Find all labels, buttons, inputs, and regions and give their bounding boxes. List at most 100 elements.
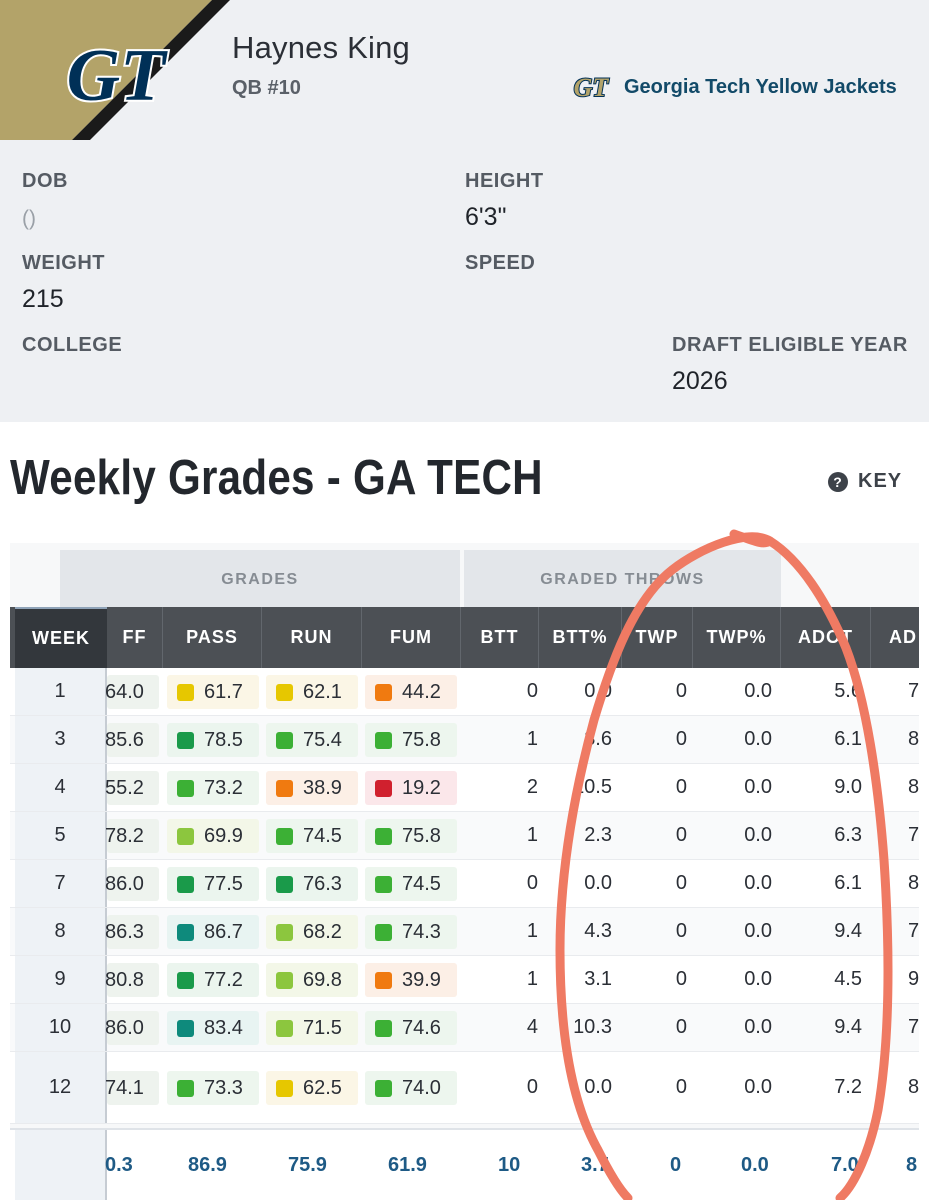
run-grade-value: 62.1: [303, 680, 342, 703]
btt-pct-cell: 3.6: [584, 728, 612, 750]
ad-cell: 8: [908, 776, 919, 798]
col-header-ad[interactable]: AD: [871, 607, 919, 668]
col-header-btt[interactable]: BTT: [461, 607, 539, 668]
fum-grade-cell: 74.3: [365, 915, 457, 949]
player-header: GT Haynes King QB #10 GT Georgia Tech Ye…: [0, 0, 929, 422]
help-circle-icon: ?: [828, 471, 848, 492]
twp-cell: 0: [675, 824, 687, 846]
run-grade-value: 76.3: [303, 872, 342, 895]
col-header-adot[interactable]: ADOT: [781, 607, 871, 668]
btt-pct-cell: 3.1: [584, 968, 612, 990]
week-cell: 5: [15, 812, 107, 859]
total-btt: 10: [498, 1154, 521, 1176]
week-cell: 9: [15, 956, 107, 1003]
btt-pct-cell: 0.0: [584, 680, 612, 702]
week-cell: 4: [15, 764, 107, 811]
pass-grade-cell: 61.7: [167, 675, 259, 709]
col-header-run[interactable]: RUN: [262, 607, 362, 668]
team-logo-banner: GT: [0, 0, 230, 140]
col-header-pass[interactable]: PASS: [163, 607, 262, 668]
col-header-btt-pct[interactable]: BTT%: [539, 607, 622, 668]
pass-grade-cell: 77.2: [167, 963, 259, 997]
pass-grade-value: 78.5: [204, 728, 243, 751]
off-grade-value: 86.0: [105, 872, 144, 895]
weekly-grades-table[interactable]: GRADES GRADED THROWS FF PASS RUN FUM BTT…: [10, 543, 919, 1200]
twp-cell: 0: [675, 1016, 687, 1038]
team-link[interactable]: GT Georgia Tech Yellow Jackets: [570, 72, 897, 102]
pass-grade-cell: 73.2: [167, 771, 259, 805]
dob-value: (): [22, 207, 36, 230]
col-header-off[interactable]: FF: [107, 607, 163, 668]
height-value: 6'3": [465, 203, 507, 231]
grade-color-swatch: [375, 1079, 392, 1097]
total-btt-pct: 3.7: [581, 1154, 609, 1176]
adot-cell: 5.6: [834, 680, 862, 702]
btt-cell: 1: [526, 968, 538, 990]
grade-color-swatch: [177, 1079, 194, 1097]
btt-cell: 1: [526, 824, 538, 846]
col-header-twp[interactable]: TWP: [622, 607, 693, 668]
table-row: 12 74.1 73.3 62.5 74.0 0 0.0 0 0.0 7.2 8: [10, 1052, 919, 1124]
table-row: 9 80.8 77.2 69.8 39.9 1 3.1 0 0.0 4.5 9: [10, 956, 919, 1004]
pass-grade-cell: 78.5: [167, 723, 259, 757]
twp-pct-cell: 0.0: [744, 1076, 772, 1098]
column-header-row: FF PASS RUN FUM BTT BTT% TWP TWP% ADOT A…: [10, 607, 919, 668]
dob-label: DOB: [22, 170, 68, 192]
table-row: 3 85.6 78.5 75.4 75.8 1 3.6 0 0.0 6.1 8: [10, 716, 919, 764]
pass-grade-value: 86.7: [204, 920, 243, 943]
run-grade-cell: 76.3: [266, 867, 358, 901]
off-grade-value: 78.2: [105, 824, 144, 847]
grade-color-swatch: [177, 731, 194, 749]
ad-cell: 7: [908, 920, 919, 942]
col-header-twp-pct[interactable]: TWP%: [693, 607, 781, 668]
col-header-fum[interactable]: FUM: [362, 607, 461, 668]
grade-color-swatch: [177, 1019, 194, 1037]
fum-grade-value: 19.2: [402, 776, 441, 799]
key-button[interactable]: ? KEY: [828, 470, 902, 493]
total-adot: 7.0: [831, 1154, 859, 1176]
total-ad: 8: [906, 1154, 918, 1176]
college-label: COLLEGE: [22, 334, 123, 356]
col-header-week[interactable]: WEEK: [15, 607, 107, 668]
group-header-grades: GRADES: [60, 550, 460, 610]
player-name: Haynes King: [232, 30, 410, 65]
run-grade-value: 74.5: [303, 824, 342, 847]
grade-color-swatch: [276, 683, 293, 701]
pass-grade-cell: 77.5: [167, 867, 259, 901]
off-grade-value: 85.6: [105, 728, 144, 751]
adot-cell: 9.4: [834, 1016, 862, 1038]
grade-color-swatch: [375, 779, 392, 797]
run-grade-cell: 69.8: [266, 963, 358, 997]
run-grade-cell: 75.4: [266, 723, 358, 757]
pass-grade-cell: 69.9: [167, 819, 259, 853]
grade-color-swatch: [276, 875, 293, 893]
off-grade-cell: 80.8: [105, 963, 159, 997]
pass-grade-value: 61.7: [204, 680, 243, 703]
btt-cell: 0: [526, 1076, 538, 1098]
pass-grade-cell: 83.4: [167, 1011, 259, 1045]
team-name[interactable]: Georgia Tech Yellow Jackets: [624, 75, 897, 98]
twp-pct-cell: 0.0: [744, 968, 772, 990]
total-twp: 0: [670, 1154, 682, 1176]
btt-pct-cell: 10.3: [573, 1016, 612, 1038]
pass-grade-cell: 86.7: [167, 915, 259, 949]
fum-grade-cell: 75.8: [365, 723, 457, 757]
total-twp-pct: 0.0: [741, 1154, 769, 1176]
adot-cell: 9.4: [834, 920, 862, 942]
height-label: HEIGHT: [465, 170, 544, 192]
grade-color-swatch: [276, 1079, 293, 1097]
fum-grade-value: 74.5: [402, 872, 441, 895]
btt-cell: 0: [526, 872, 538, 894]
off-grade-value: 64.0: [105, 680, 144, 703]
off-grade-value: 80.8: [105, 968, 144, 991]
twp-cell: 0: [675, 728, 687, 750]
player-position: QB #10: [232, 77, 301, 99]
adot-cell: 6.3: [834, 824, 862, 846]
off-grade-value: 55.2: [105, 776, 144, 799]
pass-grade-value: 73.3: [204, 1076, 243, 1099]
btt-pct-cell: 2.3: [584, 824, 612, 846]
ad-cell: 8: [908, 1076, 919, 1098]
off-grade-cell: 86.3: [105, 915, 159, 949]
btt-cell: 4: [526, 1016, 538, 1038]
twp-cell: 0: [675, 920, 687, 942]
